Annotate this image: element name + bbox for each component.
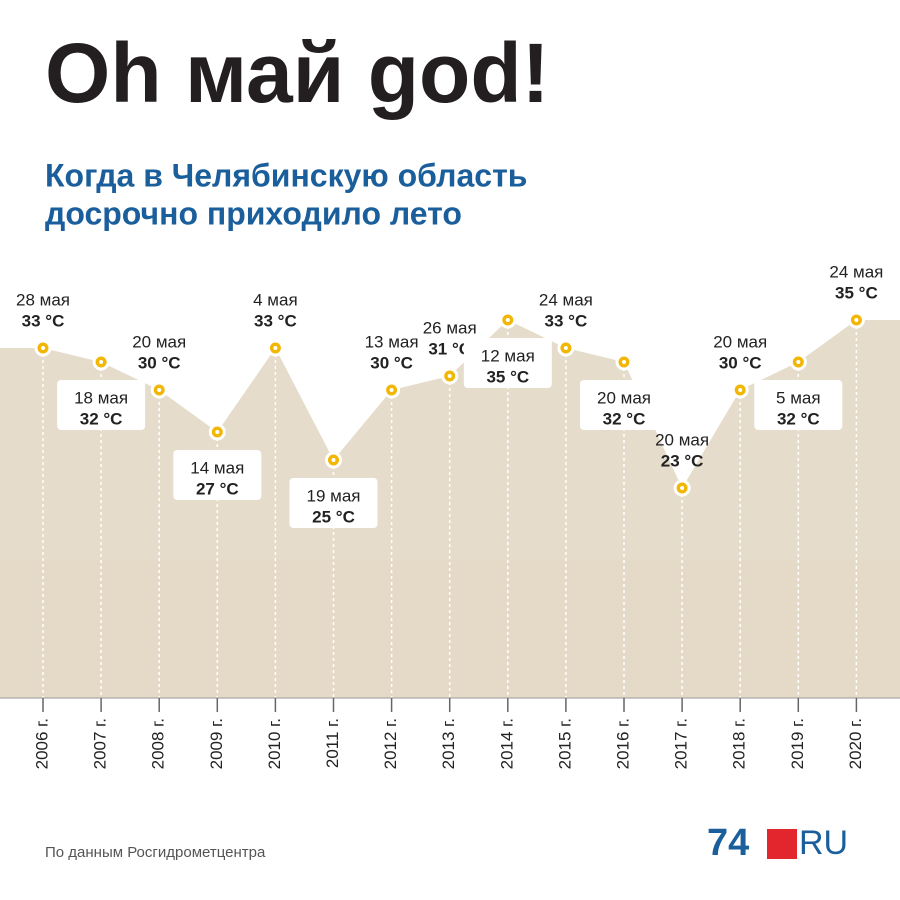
date-label: 4 мая	[253, 290, 298, 309]
date-label: 20 мая	[597, 388, 651, 407]
point-center	[854, 318, 859, 322]
value-label: 35 °C	[835, 283, 878, 302]
x-tick-label: 2009 г.	[207, 718, 226, 769]
value-label: 32 °C	[777, 409, 820, 428]
x-tick-label: 2019 г.	[788, 718, 807, 769]
point-center	[738, 388, 743, 392]
date-label: 5 мая	[776, 388, 821, 407]
value-label: 25 °C	[312, 507, 355, 526]
point-center	[215, 430, 220, 434]
x-tick-label: 2017 г.	[672, 718, 691, 769]
x-tick-label: 2014 г.	[497, 718, 516, 769]
subtitle: досрочно приходило лето	[45, 195, 462, 231]
date-label: 26 мая	[423, 318, 477, 337]
point-center	[563, 346, 568, 350]
point-center	[505, 318, 510, 322]
x-tick-label: 2012 г.	[381, 718, 400, 769]
point-center	[157, 388, 162, 392]
date-label: 13 мая	[365, 332, 419, 351]
point-center	[389, 388, 394, 392]
label-box	[463, 338, 552, 388]
date-label: 20 мая	[713, 332, 767, 351]
value-label: 30 °C	[719, 353, 762, 372]
point-center	[622, 360, 626, 364]
date-label: 24 мая	[539, 290, 593, 309]
x-tick-label: 2013 г.	[439, 718, 458, 769]
x-tick-label: 2015 г.	[555, 718, 574, 769]
point-center	[796, 360, 801, 364]
x-tick-label: 2010 г.	[265, 718, 284, 769]
value-label: 33 °C	[22, 311, 65, 330]
x-tick-label: 2006 г.	[32, 718, 51, 769]
logo-number: 74	[707, 822, 749, 864]
title: Oh май god!	[45, 26, 550, 120]
label-box	[754, 380, 843, 430]
date-label: 14 мая	[190, 458, 244, 477]
x-tick-label: 2020 г.	[846, 718, 865, 769]
point-center	[331, 458, 336, 462]
value-label: 33 °C	[254, 311, 297, 330]
value-label: 35 °C	[486, 367, 529, 386]
date-label: 20 мая	[655, 430, 709, 449]
x-tick-label: 2008 г.	[149, 718, 168, 769]
label-box	[580, 380, 668, 430]
point-center	[680, 486, 685, 490]
label-box	[173, 450, 262, 500]
date-label: 20 мая	[132, 332, 186, 351]
x-tick-label: 2018 г.	[730, 718, 749, 769]
x-tick-label: 2011 г.	[323, 718, 342, 768]
logo-square	[767, 829, 797, 859]
value-label: 30 °C	[370, 353, 413, 372]
date-label: 18 мая	[74, 388, 128, 407]
value-label: 31 °C	[428, 339, 471, 358]
logo-domain: RU	[799, 824, 848, 862]
point-center	[273, 346, 278, 350]
value-label: 32 °C	[603, 409, 646, 428]
date-label: 24 мая	[829, 262, 883, 281]
plot: 28 мая 33 °C 18 мая 32 °C 20 мая 30 °C 14 мая 2…	[0, 262, 900, 769]
label-box	[57, 380, 146, 430]
date-label: 12 мая	[481, 346, 535, 365]
x-tick-label: 2007 г.	[91, 718, 110, 769]
value-label: 27 °C	[196, 479, 239, 498]
point-center	[447, 374, 452, 378]
value-label: 30 °C	[138, 353, 181, 372]
subtitle: Когда в Челябинскую область	[45, 157, 527, 193]
x-tick-label: 2016 г.	[613, 718, 632, 769]
label-box	[289, 478, 378, 528]
date-label: 28 мая	[16, 290, 70, 309]
source: По данным Росгидрометцентра	[45, 844, 266, 861]
point-center	[99, 360, 104, 364]
value-label: 23 °C	[661, 451, 704, 470]
value-label: 33 °C	[545, 311, 588, 330]
value-label: 32 °C	[80, 409, 123, 428]
date-label: 19 мая	[307, 486, 361, 505]
point-center	[41, 346, 45, 350]
